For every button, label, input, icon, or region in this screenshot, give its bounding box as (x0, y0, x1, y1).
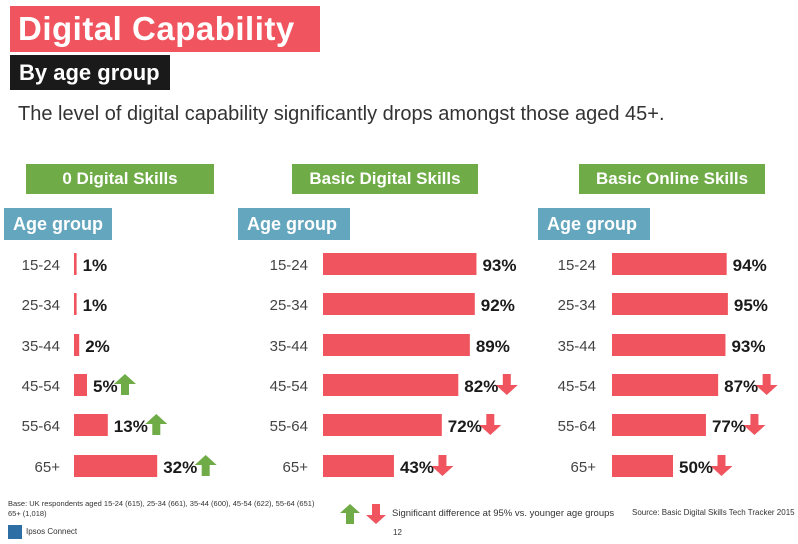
0-digital-skills-value-label: 2% (85, 337, 110, 356)
basic-digital-skills-category-label: 45-54 (270, 378, 308, 395)
base-footnote: Base: UK respondents aged 15-24 (615), 2… (8, 499, 315, 518)
basic-digital-skills-bar (323, 374, 459, 396)
basic-online-skills-category-label: 15-24 (558, 257, 596, 274)
basic-digital-skills-category-label: 55-64 (270, 418, 308, 435)
0-digital-skills-category-label: 35-44 (22, 338, 60, 355)
basic-online-skills-bar (612, 334, 726, 356)
up-arrow-icon (114, 374, 136, 395)
0-digital-skills-bar (74, 414, 108, 436)
basic-digital-skills-category-label: 65+ (283, 459, 309, 476)
basic-digital-skills-value-label: 43% (400, 458, 434, 477)
basic-digital-skills-value-label: 92% (481, 296, 515, 315)
down-arrow-icon (755, 374, 778, 395)
0-digital-skills-value-label: 13% (114, 417, 148, 436)
basic-digital-skills-category-label: 15-24 (270, 257, 308, 274)
0-digital-skills-bar (74, 455, 158, 477)
basic-digital-skills-value-label: 82% (464, 377, 498, 396)
basic-online-skills-category-label: 65+ (571, 459, 597, 476)
basic-online-skills-bar (612, 253, 727, 275)
up-arrow-icon (194, 455, 217, 476)
0-digital-skills-category-label: 15-24 (22, 257, 60, 274)
panel-header-basic-digital-skills: Basic Digital Skills (292, 164, 478, 194)
brand-name: Ipsos Connect (26, 527, 78, 536)
legend: Significant difference at 95% vs. younge… (340, 503, 630, 525)
0-digital-skills-bar (74, 293, 77, 315)
down-arrow-icon (495, 374, 518, 395)
basic-digital-skills-value-label: 93% (482, 256, 516, 275)
basic-online-skills-category-label: 25-34 (558, 297, 596, 314)
0-digital-skills-category-label: 65+ (35, 459, 61, 476)
basic-digital-skills-bar (323, 293, 475, 315)
basic-digital-skills-bar (323, 414, 442, 436)
basic-online-skills-value-label: 77% (712, 417, 746, 436)
basic-online-skills-value-label: 93% (731, 337, 765, 356)
basic-online-skills-category-label: 55-64 (558, 418, 596, 435)
panel-header-0-digital-skills: 0 Digital Skills (26, 164, 214, 194)
basic-digital-skills-category-label: 25-34 (270, 297, 308, 314)
basic-online-skills-bar (612, 455, 673, 477)
basic-online-skills-bar (612, 414, 706, 436)
0-digital-skills-bar (74, 334, 80, 356)
down-arrow-icon (743, 414, 766, 435)
0-digital-skills-category-label: 25-34 (22, 297, 60, 314)
page-title: Digital Capability (10, 6, 320, 52)
source-text: Source: Basic Digital Skills Tech Tracke… (632, 508, 795, 517)
down-arrow-icon (366, 504, 386, 524)
description-text: The level of digital capability signific… (18, 103, 665, 125)
legend-arrows (340, 504, 386, 524)
up-arrow-icon (340, 504, 360, 524)
basic-digital-skills-value-label: 72% (448, 417, 482, 436)
0-digital-skills-bar (74, 253, 77, 275)
basic-online-skills-value-label: 50% (679, 458, 713, 477)
basic-digital-skills-bar (323, 455, 394, 477)
basic-digital-skills-bar (323, 334, 470, 356)
basic-online-skills-bar (612, 293, 728, 315)
0-digital-skills-value-label: 1% (83, 296, 108, 315)
up-arrow-icon (145, 414, 168, 435)
basic-online-skills-value-label: 95% (734, 296, 768, 315)
ipsos-logo-icon (8, 525, 22, 539)
0-digital-skills-bar (74, 374, 87, 396)
basic-online-skills-value-label: 87% (724, 377, 758, 396)
page-subtitle: By age group (10, 55, 170, 90)
down-arrow-icon (710, 455, 733, 476)
down-arrow-icon (479, 414, 502, 435)
basic-online-skills-category-label: 45-54 (558, 378, 596, 395)
age-group-header-panel-3: Age group (538, 208, 650, 240)
0-digital-skills-category-label: 55-64 (22, 418, 60, 435)
age-group-header-panel-2: Age group (238, 208, 350, 240)
basic-digital-skills-category-label: 35-44 (270, 338, 308, 355)
basic-online-skills-bar (612, 374, 719, 396)
basic-online-skills-value-label: 94% (733, 256, 767, 275)
age-group-header-panel-1: Age group (4, 208, 112, 240)
down-arrow-icon (431, 455, 454, 476)
panel-header-basic-online-skills: Basic Online Skills (579, 164, 765, 194)
basic-digital-skills-value-label: 89% (476, 337, 510, 356)
0-digital-skills-category-label: 45-54 (22, 378, 60, 395)
0-digital-skills-value-label: 1% (83, 256, 108, 275)
0-digital-skills-value-label: 32% (163, 458, 197, 477)
legend-text: Significant difference at 95% vs. younge… (392, 508, 615, 519)
page-number: 12 (393, 528, 402, 537)
0-digital-skills-value-label: 5% (93, 377, 118, 396)
basic-digital-skills-bar (323, 253, 477, 275)
basic-online-skills-category-label: 35-44 (558, 338, 596, 355)
